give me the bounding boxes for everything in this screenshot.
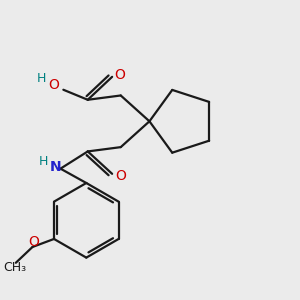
- Text: O: O: [115, 169, 126, 183]
- Text: H: H: [39, 155, 48, 168]
- Text: H: H: [37, 72, 46, 85]
- Text: O: O: [115, 68, 126, 82]
- Text: N: N: [50, 160, 61, 174]
- Text: O: O: [49, 78, 60, 92]
- Text: CH₃: CH₃: [3, 261, 26, 274]
- Text: O: O: [28, 235, 39, 249]
